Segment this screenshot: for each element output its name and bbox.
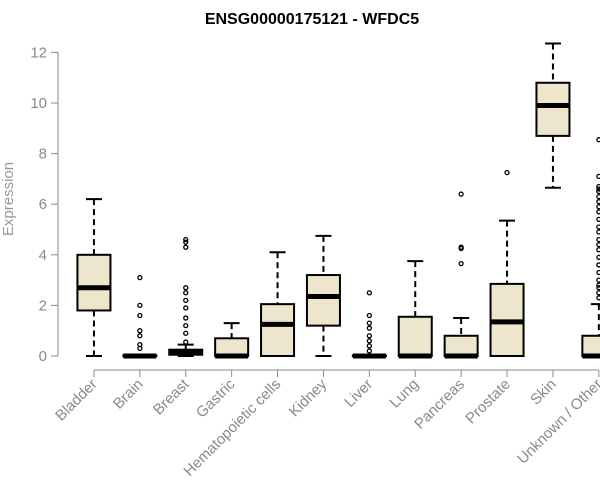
outlier-point — [596, 183, 600, 190]
box-brain — [122, 274, 158, 359]
iqr-box — [535, 81, 571, 137]
outlier-point — [137, 302, 143, 309]
y-tick-label: 10 — [30, 95, 47, 112]
box-hematopoietic-cells — [260, 251, 296, 358]
outlier-point — [366, 343, 373, 349]
iqr-box — [443, 334, 479, 358]
outlier-point — [504, 169, 510, 176]
outlier-point — [137, 333, 143, 339]
y-tick-label: 8 — [39, 146, 47, 163]
outlier-point — [137, 274, 143, 281]
outlier-point — [596, 224, 600, 230]
outlier-point — [137, 341, 143, 348]
outlier-point — [183, 236, 189, 243]
chart-title: ENSG00000175121 - WFDC5 — [205, 11, 419, 28]
outlier-point — [596, 199, 600, 205]
iqr-box — [76, 253, 112, 312]
outlier-point — [366, 348, 373, 354]
outlier-point — [596, 254, 600, 260]
outlier-point — [596, 229, 600, 235]
outlier-point — [596, 242, 600, 248]
outlier-point — [366, 325, 373, 331]
outlier-point — [596, 295, 600, 301]
outlier-point — [183, 339, 189, 345]
outlier-point — [458, 244, 464, 250]
box-kidney — [305, 234, 341, 357]
x-tick-label: Kidney — [286, 375, 331, 420]
outlier-point — [366, 333, 373, 339]
box-liver — [351, 290, 387, 359]
x-tick-label: Lung — [386, 376, 422, 412]
outlier-point — [458, 191, 464, 197]
outlier-point — [458, 261, 464, 267]
outlier-point — [596, 262, 600, 268]
outlier-point — [596, 269, 600, 276]
y-tick-label: 12 — [30, 44, 47, 61]
outlier-point — [137, 328, 143, 334]
box-pancreas — [443, 191, 479, 359]
y-tick-label: 2 — [39, 297, 47, 314]
outlier-point — [596, 277, 600, 283]
box-prostate — [489, 169, 525, 357]
outlier-point — [596, 209, 600, 215]
box-gastric — [214, 322, 250, 359]
y-tick-label: 6 — [39, 196, 47, 213]
iqr-box — [581, 334, 600, 358]
x-tick-label: Gastric — [193, 375, 239, 421]
outlier-point — [596, 216, 600, 223]
outlier-point — [183, 305, 189, 311]
outlier-point — [183, 297, 189, 303]
outlier-point — [183, 290, 189, 296]
iqr-box — [305, 274, 341, 327]
outlier-point — [596, 290, 600, 296]
box-unknown-other — [581, 137, 600, 359]
y-axis-label: Expression — [0, 162, 17, 236]
outlier-point — [183, 244, 189, 250]
box-breast — [168, 236, 204, 357]
iqr-box — [214, 337, 250, 358]
outlier-point — [596, 193, 600, 200]
x-tick-label: Prostate — [462, 376, 514, 428]
outlier-point — [366, 290, 373, 296]
x-tick-label: Pancreas — [411, 376, 468, 433]
outlier-point — [596, 137, 600, 143]
iqr-box — [397, 315, 433, 358]
x-tick-label: Bladder — [52, 376, 101, 425]
x-tick-label: Brain — [110, 376, 147, 413]
y-axis: 0 2 4 6 8 10 12 — [30, 44, 59, 365]
outlier-point — [596, 247, 600, 253]
outlier-point — [596, 282, 600, 288]
outlier-point — [596, 285, 600, 291]
outlier-point — [596, 188, 600, 195]
outlier-point — [183, 315, 189, 321]
outlier-point — [183, 285, 189, 291]
x-tick-label: Breast — [150, 375, 193, 418]
y-tick-label: 4 — [39, 247, 47, 264]
outlier-point — [596, 236, 600, 243]
outlier-point — [596, 186, 600, 192]
iqr-box — [260, 303, 296, 358]
outlier-point — [596, 204, 600, 210]
box-bladder — [76, 198, 112, 357]
outlier-point — [366, 338, 373, 344]
outlier-point — [366, 312, 373, 319]
outlier-point — [137, 312, 143, 319]
outlier-point — [183, 330, 189, 336]
box-lung — [397, 260, 433, 359]
outlier-point — [183, 322, 189, 329]
outlier-point — [366, 320, 373, 326]
x-tick-label: Skin — [527, 376, 560, 409]
boxes-layer — [76, 42, 600, 359]
x-tick-label: Liver — [341, 376, 376, 411]
y-tick-label: 0 — [39, 348, 47, 365]
outlier-point — [183, 239, 189, 245]
box-skin — [535, 42, 571, 189]
outlier-point — [596, 173, 600, 180]
